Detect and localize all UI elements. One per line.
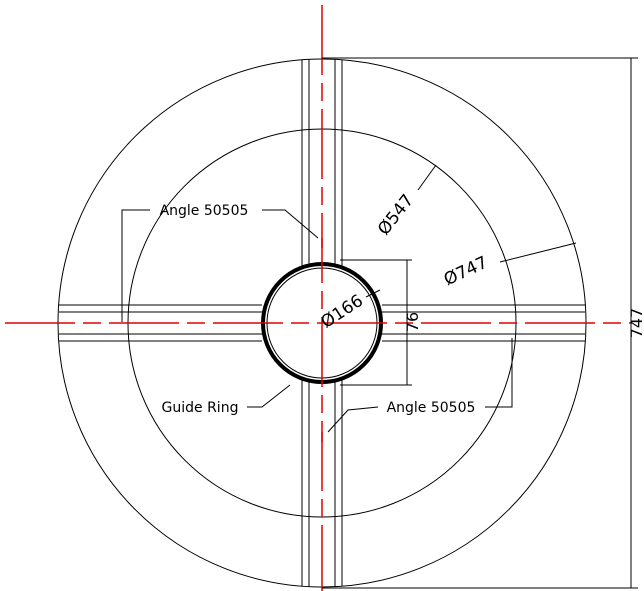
dimension-text: 747 [627,308,644,339]
angle-label: Angle 50505 [160,203,249,219]
dimension-text: 76 [403,312,422,332]
dimension-lines [121,57,638,589]
guide-ring-label: Guide Ring [162,400,239,416]
dimension-text: Ø547 [374,191,418,239]
angle-label: Angle 50505 [387,400,476,416]
dimension-text: Ø747 [441,253,491,291]
centerlines [5,5,632,591]
dimension-text: Ø166 [318,291,367,333]
